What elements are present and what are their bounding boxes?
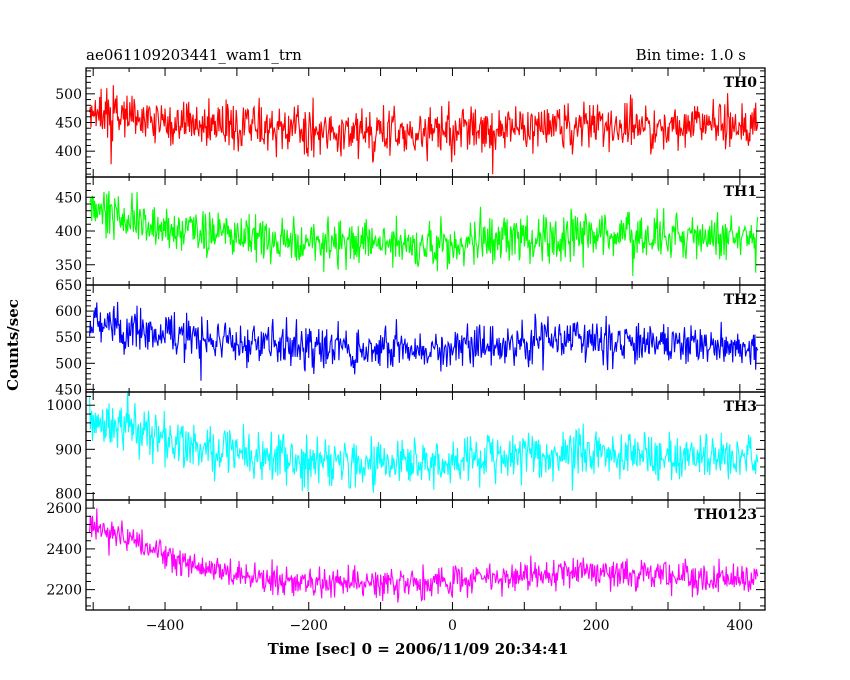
- series-line-th2: [89, 301, 759, 381]
- chart-title-right: Bin time: 1.0 s: [636, 46, 746, 64]
- y-tick-label: 800: [55, 486, 82, 502]
- x-tick-label: −200: [290, 618, 328, 634]
- y-tick-label: 550: [55, 330, 82, 346]
- panel-th3: 800 900 1000 TH3: [46, 391, 766, 502]
- y-tick-label: 900: [55, 442, 82, 458]
- panel-th0: 400 450 500 TH0: [55, 67, 766, 178]
- y-tick-label: 450: [55, 116, 82, 132]
- panel-label-th3: TH3: [724, 399, 757, 415]
- panel-frame: [85, 499, 766, 611]
- y-tick-label: 650: [55, 278, 82, 294]
- y-tick-label: 2600: [46, 501, 82, 517]
- x-tick-label: 0: [448, 618, 457, 634]
- y-axis-label: Counts/sec: [4, 299, 22, 391]
- panel-label-th1: TH1: [724, 184, 757, 200]
- y-tick-label: 500: [55, 87, 82, 103]
- x-tick-label: −400: [146, 618, 184, 634]
- x-axis: −400 −200 0 200 400: [146, 618, 753, 634]
- y-tick-label: 2200: [46, 583, 82, 599]
- y-tick-label: 500: [55, 356, 82, 372]
- panel-stack: 400 450 500 TH0 350 400 450 TH1 450 500 550 600 650 T…: [46, 67, 766, 611]
- series-line-th0: [89, 85, 759, 175]
- y-tick-label: 2400: [46, 542, 82, 558]
- y-tick-label: 450: [55, 190, 82, 206]
- series-line-th3: [89, 392, 759, 493]
- panel-th1: 350 400 450 TH1: [55, 176, 766, 286]
- panel-th2: 450 500 550 600 650 TH2: [55, 278, 766, 398]
- panel-label-th0: TH0: [724, 75, 758, 91]
- y-tick-label: 600: [55, 304, 82, 320]
- x-axis-label: Time [sec] 0 = 2006/11/09 20:34:41: [268, 640, 569, 658]
- y-tick-label: 350: [55, 258, 82, 274]
- y-tick-label: 400: [55, 224, 82, 240]
- x-tick-label: 200: [583, 618, 610, 634]
- series-line-th1: [89, 191, 759, 277]
- y-tick-label: 400: [55, 144, 82, 160]
- panel-th0123: 2200 2400 2600 TH0123: [46, 499, 766, 611]
- series-line-th0123: [89, 508, 759, 603]
- panel-label-th0123: TH0123: [694, 507, 757, 523]
- chart-title-left: ae061109203441_wam1_trn: [86, 46, 302, 64]
- y-tick-label: 1000: [46, 398, 82, 414]
- y-tick-label: 450: [55, 382, 82, 398]
- panel-label-th2: TH2: [724, 292, 757, 308]
- x-tick-label: 400: [726, 618, 753, 634]
